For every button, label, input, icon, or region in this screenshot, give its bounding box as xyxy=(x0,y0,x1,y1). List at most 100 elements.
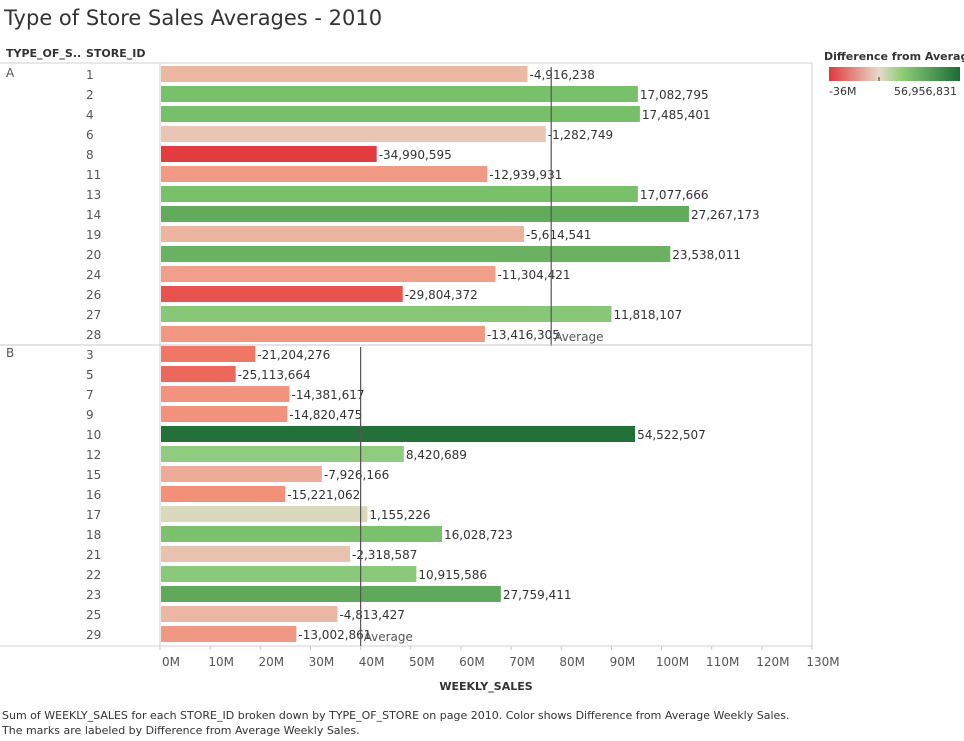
data-label: -2,318,587 xyxy=(352,548,417,562)
x-tick-label: 0M xyxy=(162,655,180,669)
x-tick-label: 10M xyxy=(208,655,234,669)
data-label: -12,939,931 xyxy=(489,168,562,182)
caption-line-2: The marks are labeled by Difference from… xyxy=(2,724,360,737)
data-label: 27,759,411 xyxy=(503,588,572,602)
store-id-label: 22 xyxy=(86,568,101,582)
store-id-label: 2 xyxy=(86,88,94,102)
x-tick-label: 20M xyxy=(258,655,284,669)
bar xyxy=(161,226,525,242)
bar xyxy=(161,526,443,542)
data-label: -14,381,617 xyxy=(291,388,364,402)
data-label: -5,614,541 xyxy=(526,228,591,242)
store-id-label: 8 xyxy=(86,148,94,162)
bar xyxy=(161,346,256,362)
bar xyxy=(161,506,368,522)
chart-title: Type of Store Sales Averages - 2010 xyxy=(4,6,383,30)
average-label: Average xyxy=(554,330,603,344)
store-id-label: 4 xyxy=(86,108,94,122)
store-id-label: 9 xyxy=(86,408,94,422)
group-label: B xyxy=(6,346,14,360)
data-label: 1,155,226 xyxy=(369,508,430,522)
bar xyxy=(161,626,297,642)
x-tick-label: 50M xyxy=(409,655,435,669)
data-label: -4,813,427 xyxy=(339,608,404,622)
data-label: -7,926,166 xyxy=(324,468,389,482)
type-column-header[interactable]: TYPE_OF_S.. xyxy=(6,47,82,60)
store-id-label: 29 xyxy=(86,628,101,642)
x-tick-label: 40M xyxy=(359,655,385,669)
x-tick-label: 90M xyxy=(610,655,636,669)
store-id-label: 19 xyxy=(86,228,101,242)
store-id-label: 28 xyxy=(86,328,101,342)
bar xyxy=(161,426,636,442)
store-id-label: 12 xyxy=(86,448,101,462)
data-label: -21,204,276 xyxy=(257,348,330,362)
store-id-label: 7 xyxy=(86,388,94,402)
data-label: 17,082,795 xyxy=(640,88,709,102)
store-id-label: 15 xyxy=(86,468,101,482)
bar xyxy=(161,186,638,202)
data-label: 27,267,173 xyxy=(691,208,760,222)
data-label: -1,282,749 xyxy=(548,128,613,142)
bar xyxy=(161,86,638,102)
x-tick-label: 110M xyxy=(706,655,739,669)
x-tick-label: 60M xyxy=(459,655,485,669)
bar xyxy=(161,586,501,602)
bar xyxy=(161,326,485,342)
x-tick-label: 80M xyxy=(559,655,585,669)
data-label: 17,077,666 xyxy=(640,188,709,202)
store-id-label: 1 xyxy=(86,68,94,82)
store-id-label: 3 xyxy=(86,348,94,362)
bar xyxy=(161,166,488,182)
store-id-label: 13 xyxy=(86,188,101,202)
data-label: -13,002,861 xyxy=(298,628,371,642)
store-id-label: 14 xyxy=(86,208,101,222)
caption-line-1: Sum of WEEKLY_SALES for each STORE_ID br… xyxy=(2,709,790,722)
store-id-label: 17 xyxy=(86,508,101,522)
data-label: -13,416,305 xyxy=(487,328,560,342)
group-label: A xyxy=(6,66,15,80)
store-column-header[interactable]: STORE_ID xyxy=(86,47,146,60)
data-label: 11,818,107 xyxy=(613,308,682,322)
data-label: -29,804,372 xyxy=(405,288,478,302)
store-id-label: 6 xyxy=(86,128,94,142)
bar xyxy=(161,466,322,482)
bar xyxy=(161,446,404,462)
legend-title: Difference from Averag.. xyxy=(824,50,964,63)
data-label: -25,113,664 xyxy=(238,368,311,382)
store-id-label: 20 xyxy=(86,248,101,262)
x-tick-label: 30M xyxy=(309,655,335,669)
bar xyxy=(161,486,286,502)
x-tick-label: 100M xyxy=(656,655,689,669)
store-id-label: 25 xyxy=(86,608,101,622)
bar xyxy=(161,126,546,142)
bar xyxy=(161,386,290,402)
store-id-label: 26 xyxy=(86,288,101,302)
store-id-label: 24 xyxy=(86,268,101,282)
store-id-label: 16 xyxy=(86,488,101,502)
bar xyxy=(161,206,689,222)
bar xyxy=(161,606,338,622)
x-tick-label: 130M xyxy=(806,655,839,669)
bar xyxy=(161,306,612,322)
store-id-label: 23 xyxy=(86,588,101,602)
bar xyxy=(161,566,417,582)
data-label: -14,820,475 xyxy=(289,408,362,422)
bar xyxy=(161,266,496,282)
x-axis-title: WEEKLY_SALES xyxy=(439,680,532,693)
bar xyxy=(161,546,350,562)
data-label: 54,522,507 xyxy=(637,428,706,442)
data-label: 16,028,723 xyxy=(444,528,513,542)
store-id-label: 5 xyxy=(86,368,94,382)
data-label: -34,990,595 xyxy=(379,148,452,162)
store-id-label: 18 xyxy=(86,528,101,542)
data-label: -11,304,421 xyxy=(498,268,571,282)
bar xyxy=(161,406,288,422)
x-tick-label: 120M xyxy=(756,655,789,669)
store-id-label: 11 xyxy=(86,168,101,182)
data-label: 8,420,689 xyxy=(406,448,467,462)
data-label: -4,916,238 xyxy=(530,68,595,82)
store-id-label: 27 xyxy=(86,308,101,322)
caption: Sum of WEEKLY_SALES for each STORE_ID br… xyxy=(2,708,790,738)
data-label: -15,221,062 xyxy=(287,488,360,502)
